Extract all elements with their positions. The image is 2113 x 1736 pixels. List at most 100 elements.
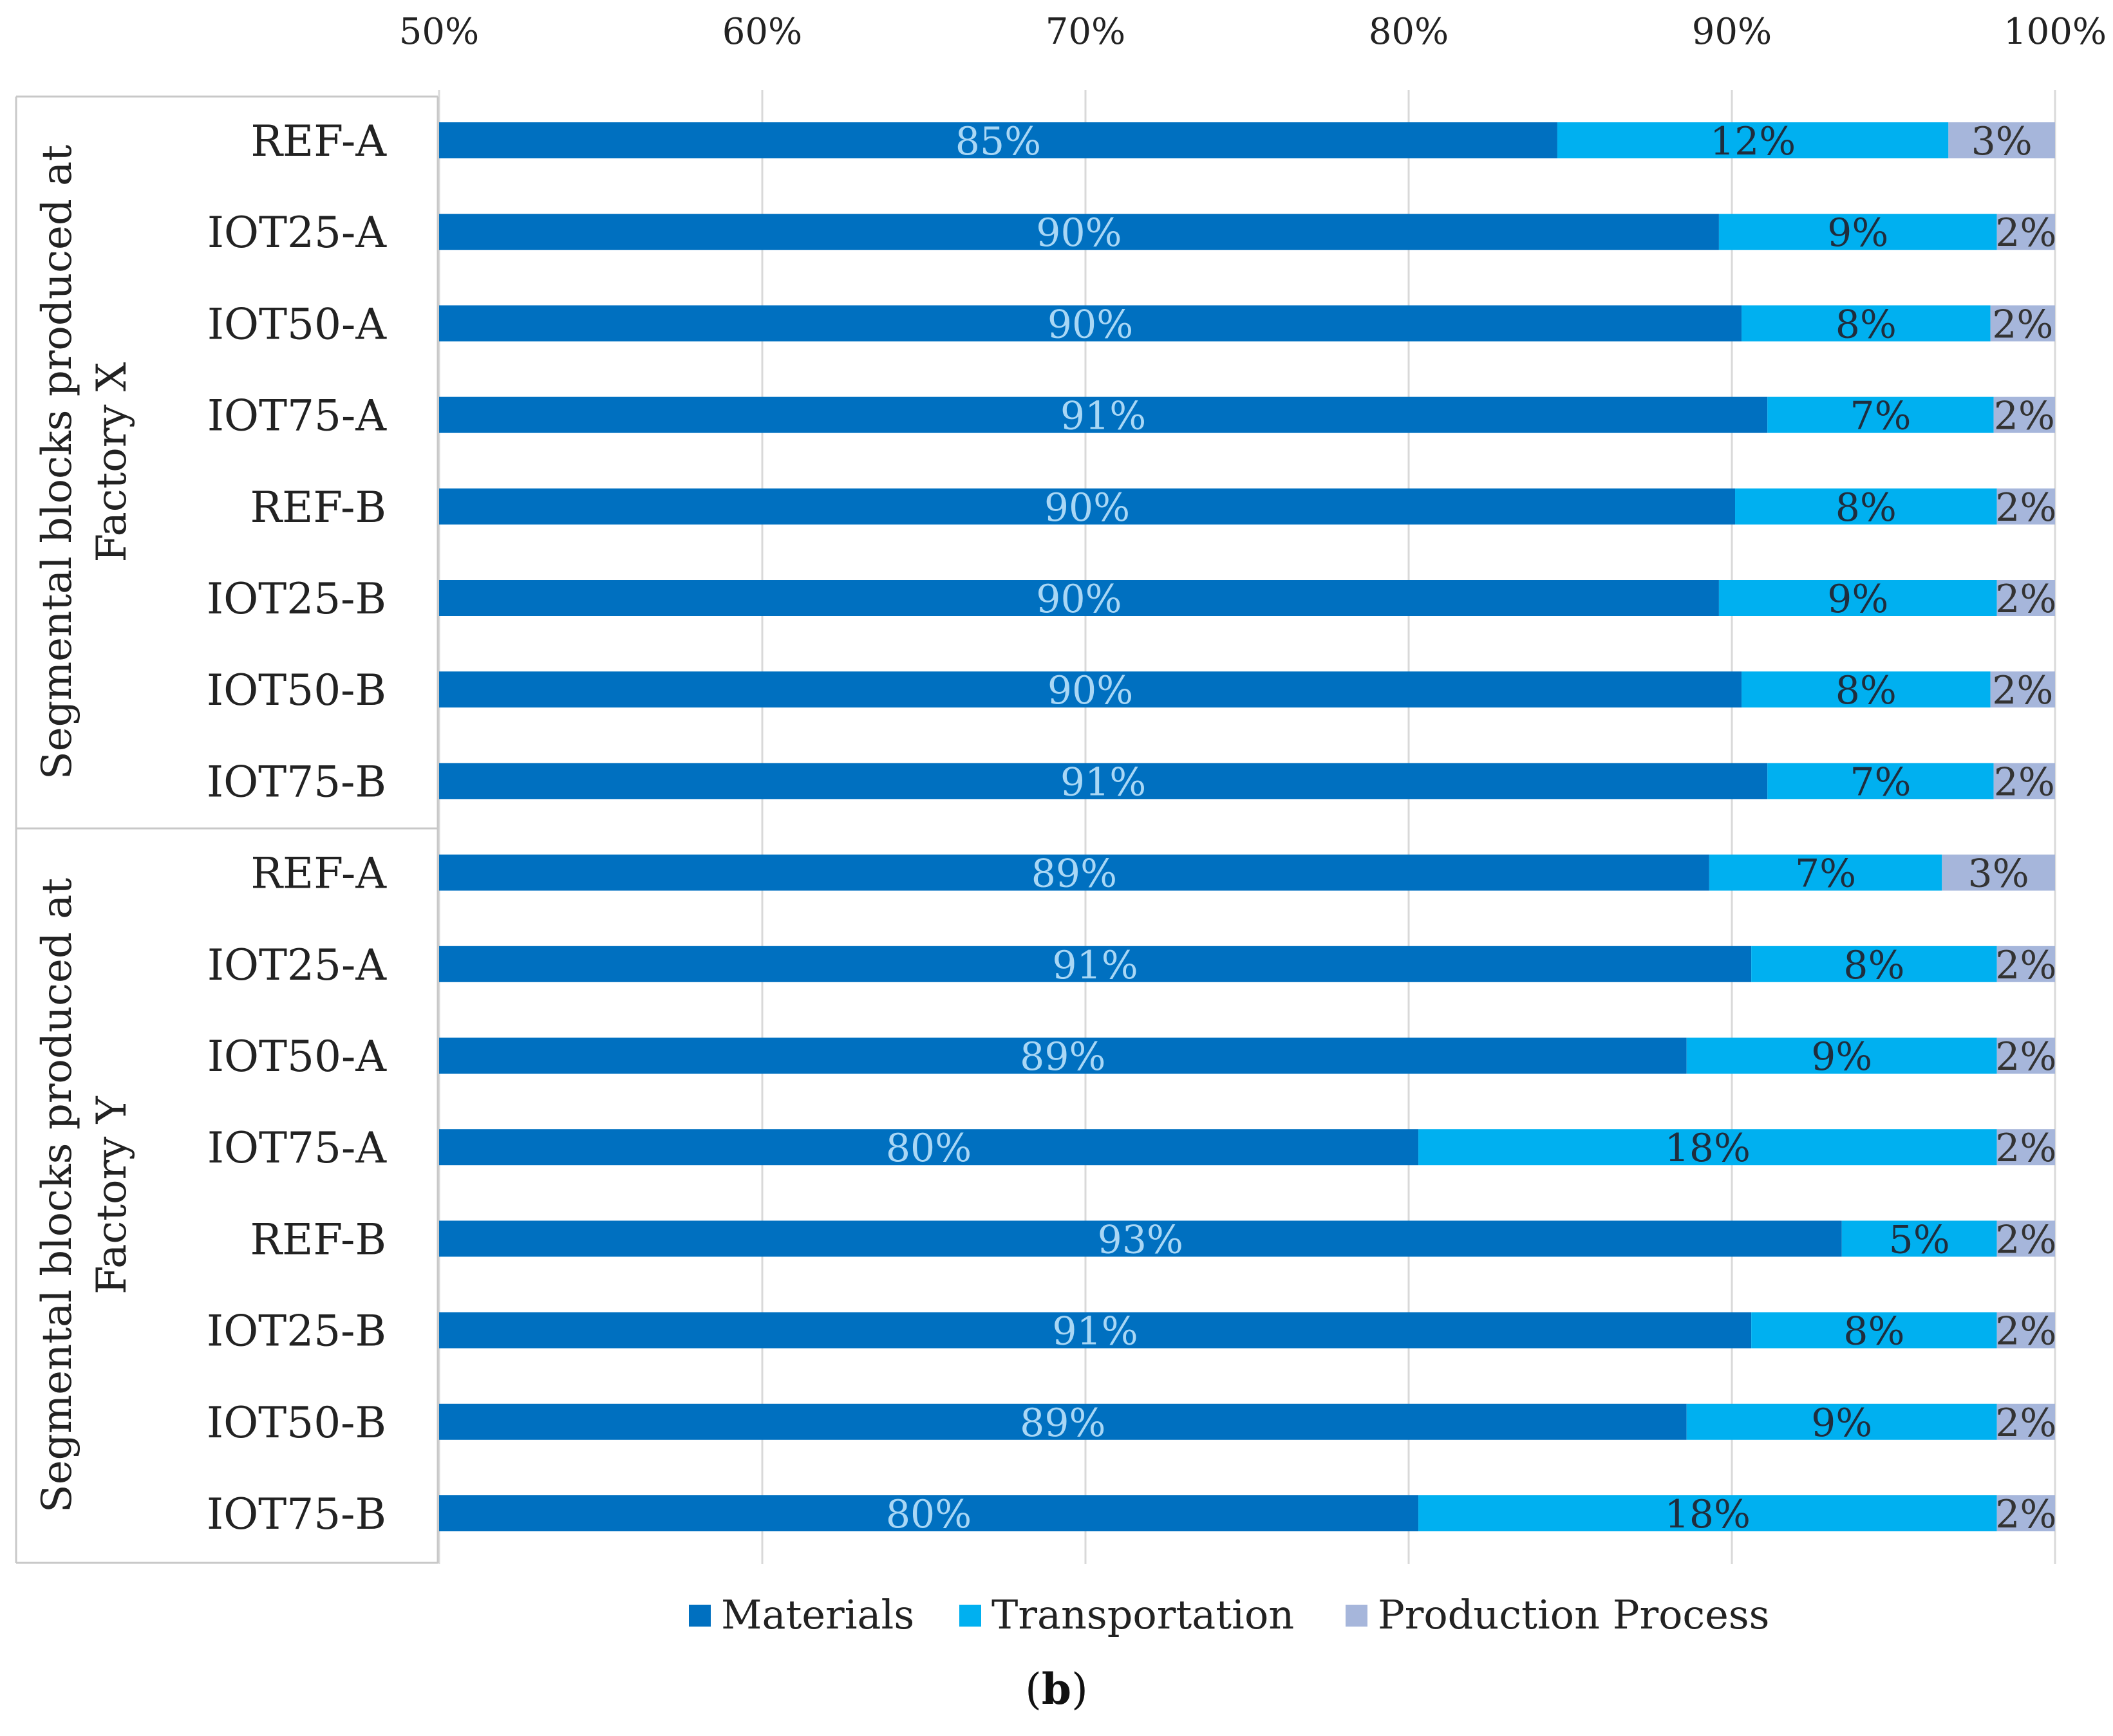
legend-label-materials: Materials	[721, 1591, 914, 1638]
bar-transportation	[1767, 763, 1994, 799]
category-label: IOT50-B	[207, 666, 386, 715]
data-label-materials: 90%	[1044, 485, 1130, 530]
bars: 85% 12% 3% 90% 9% 2% 90% 8% 2% 91% 7% 2% 90% 8% 2% 90% 9…	[439, 119, 2056, 1537]
bar-materials	[439, 580, 1719, 616]
bar-production	[1948, 122, 2055, 158]
category-label: IOT25-B	[207, 574, 386, 624]
bar-production	[1996, 1220, 2055, 1257]
caption-letter: b	[1041, 1664, 1072, 1714]
data-label-materials: 91%	[1060, 394, 1146, 439]
data-label-transportation: 8%	[1843, 1309, 1904, 1354]
category-label: IOT50-B	[207, 1398, 386, 1448]
bar-materials	[439, 763, 1768, 799]
bar-transportation	[1718, 214, 1997, 250]
bar-production	[1996, 946, 2055, 982]
category-frame	[15, 95, 439, 1564]
bar-materials	[439, 122, 1557, 158]
data-label-production: 2%	[1995, 1034, 2056, 1079]
data-label-materials: 93%	[1098, 1217, 1183, 1262]
bar-transportation	[1751, 946, 1997, 982]
legend-swatch-materials	[689, 1605, 711, 1627]
data-label-production: 2%	[1992, 302, 2053, 347]
bar-production	[1996, 488, 2055, 525]
figure-caption: (b)	[1025, 1664, 1088, 1714]
bar-materials	[439, 397, 1768, 433]
group-label-line2: Factory X	[88, 362, 136, 562]
legend-label-transportation: Transportation	[991, 1591, 1294, 1638]
legend-label-production: Production Process	[1378, 1591, 1769, 1638]
category-label: REF-B	[250, 1215, 386, 1264]
data-label-materials: 80%	[886, 1126, 972, 1171]
bar-production	[1996, 580, 2055, 616]
data-label-transportation: 8%	[1843, 943, 1904, 988]
bar-materials	[439, 1220, 1842, 1257]
legend: Materials Transportation Production Proces…	[689, 1591, 1769, 1638]
data-label-transportation: 18%	[1665, 1492, 1751, 1537]
bar-transportation	[1751, 1312, 1997, 1349]
data-label-materials: 90%	[1047, 302, 1133, 347]
bar-transportation	[1718, 580, 1997, 616]
bar-materials	[439, 305, 1742, 342]
legend-swatch-production	[1346, 1605, 1367, 1627]
category-label: IOT75-A	[207, 1123, 387, 1173]
data-label-transportation: 8%	[1836, 485, 1897, 530]
bar-transportation	[1686, 1403, 1997, 1440]
group-label-line1: Segmental blocks produced at	[33, 878, 81, 1513]
bar-production	[1996, 1129, 2055, 1166]
data-label-transportation: 5%	[1889, 1217, 1950, 1262]
data-label-materials: 91%	[1052, 1309, 1138, 1354]
category-label: IOT75-B	[207, 757, 386, 807]
data-label-transportation: 18%	[1665, 1126, 1751, 1171]
data-label-transportation: 12%	[1710, 119, 1796, 164]
data-label-production: 2%	[1992, 668, 2053, 713]
bar-transportation	[1709, 854, 1942, 891]
data-label-materials: 91%	[1052, 943, 1138, 988]
category-label: IOT25-A	[207, 940, 387, 990]
category-labels: REF-A IOT25-A IOT50-A IOT75-A REF-B IOT25-B IO…	[207, 117, 387, 1539]
x-tick-label: 90%	[1692, 11, 1772, 53]
bar-transportation	[1767, 397, 1994, 433]
data-label-production: 2%	[1995, 485, 2056, 530]
data-label-materials: 89%	[1020, 1034, 1105, 1079]
bar-production	[1996, 1312, 2055, 1349]
bar-materials	[439, 488, 1736, 525]
data-label-production: 2%	[1994, 760, 2055, 805]
bar-production	[1990, 305, 2055, 342]
bar-production	[1993, 397, 2055, 433]
data-label-transportation: 9%	[1827, 577, 1888, 622]
bar-production	[1996, 1495, 2055, 1531]
data-label-materials: 91%	[1060, 760, 1146, 805]
group-labels: Segmental blocks produced at Factory XSeg…	[33, 145, 136, 1513]
bar-transportation	[1742, 671, 1991, 708]
data-label-materials: 90%	[1036, 210, 1122, 256]
bar-production	[1996, 1038, 2055, 1074]
data-label-transportation: 7%	[1850, 394, 1911, 439]
category-label: IOT50-A	[207, 299, 387, 349]
category-label: REF-B	[250, 483, 386, 532]
x-tick-label: 60%	[722, 11, 802, 53]
data-label-production: 2%	[1995, 1309, 2056, 1354]
x-tick-label: 100%	[2004, 11, 2107, 53]
data-label-production: 2%	[1994, 394, 2055, 439]
data-label-production: 2%	[1995, 1217, 2056, 1262]
data-label-production: 2%	[1995, 1126, 2056, 1171]
data-label-production: 2%	[1995, 577, 2056, 622]
x-tick-label: 70%	[1046, 11, 1125, 53]
bar-transportation	[1686, 1038, 1997, 1074]
data-label-materials: 89%	[1020, 1401, 1105, 1446]
data-label-materials: 90%	[1036, 577, 1122, 622]
bar-materials	[439, 1312, 1752, 1349]
category-label: IOT75-B	[207, 1489, 386, 1539]
data-label-transportation: 9%	[1827, 210, 1888, 256]
category-label: IOT25-A	[207, 208, 387, 257]
legend-swatch-transportation	[959, 1605, 981, 1627]
data-label-transportation: 9%	[1811, 1034, 1872, 1079]
bar-transportation	[1418, 1495, 1997, 1531]
data-label-transportation: 8%	[1836, 302, 1897, 347]
data-label-production: 2%	[1995, 943, 2056, 988]
category-label: IOT25-B	[207, 1307, 386, 1356]
bar-materials	[439, 1495, 1419, 1531]
x-tick-label: 50%	[399, 11, 479, 53]
bar-materials	[439, 214, 1719, 250]
